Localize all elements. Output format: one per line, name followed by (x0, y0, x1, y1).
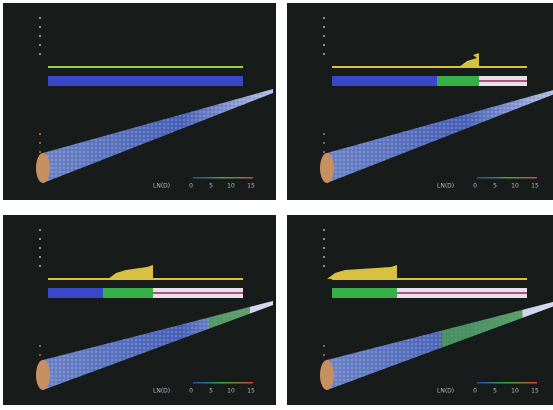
page: {"panels": [ {"legend": {"label": "LN(D)… (0, 0, 553, 410)
legend-tick: 15 (247, 388, 255, 395)
axis-tick (323, 247, 325, 249)
axis-tick (39, 354, 41, 356)
axis-tick (323, 345, 325, 347)
legend-tick: 0 (473, 388, 477, 395)
legend-tick: 5 (493, 183, 497, 190)
legend-tick: 15 (531, 388, 539, 395)
legend-tick: 5 (209, 183, 213, 190)
axis-tick (39, 238, 41, 240)
axis-tick (39, 256, 41, 258)
screenshot: LN(D) 0 5 10 15 LN(D) 0 5 10 15 LN(D) 0 5 10 15 LN(D) 0 5… (0, 0, 553, 410)
legend-tick: 0 (473, 183, 477, 190)
legend-tick: 10 (511, 388, 519, 395)
axis-tick (39, 265, 41, 267)
cone-base (36, 153, 50, 183)
cone-base (320, 360, 334, 390)
legend-label: LN(D) (153, 183, 170, 190)
axis-tick (323, 238, 325, 240)
axis-tick (323, 265, 325, 267)
axis-tick (323, 142, 325, 144)
axis-tick (39, 229, 41, 231)
axis-tick (39, 44, 41, 46)
legend-tick: 5 (493, 388, 497, 395)
axis-tick (39, 247, 41, 249)
colorbar-stripe (479, 80, 527, 82)
axis-tick (39, 345, 41, 347)
legend-tick: 15 (531, 183, 539, 190)
cone-base (320, 153, 334, 183)
axis-tick (323, 133, 325, 135)
axis-tick (39, 26, 41, 28)
axis-tick (323, 256, 325, 258)
legend-tick: 10 (511, 183, 519, 190)
legend-label: LN(D) (437, 388, 454, 395)
panel: LN(D) 0 5 10 15 (3, 3, 276, 200)
panel: LN(D) 0 5 10 15 (287, 3, 553, 200)
axis-tick (323, 35, 325, 37)
axis-tick (323, 44, 325, 46)
axis-tick (39, 133, 41, 135)
axis-tick (39, 53, 41, 55)
colorbar-green (437, 76, 479, 86)
axis-tick (323, 229, 325, 231)
legend-tick: 0 (189, 388, 193, 395)
axis-tick (323, 26, 325, 28)
axis-tick (323, 151, 325, 153)
axis-tick (39, 142, 41, 144)
colorbar-blue (48, 76, 243, 86)
panel: LN(D) 0 5 10 15 (287, 215, 553, 405)
legend-label: LN(D) (153, 388, 170, 395)
legend-tick: 10 (227, 183, 235, 190)
axis-tick (39, 151, 41, 153)
colorbar-green (103, 288, 153, 298)
legend-tick: 5 (209, 388, 213, 395)
panel: LN(D) 0 5 10 15 (3, 215, 276, 405)
colorbar-blue (48, 288, 103, 298)
legend-bar (193, 382, 253, 384)
axis-tick (39, 17, 41, 19)
colorbar-stripe (153, 292, 243, 294)
legend-tick: 15 (247, 183, 255, 190)
colorbar-green (332, 288, 397, 298)
legend-bar (477, 382, 537, 384)
cone-base (36, 360, 50, 390)
legend-bar (193, 177, 253, 179)
legend-tick: 10 (227, 388, 235, 395)
colorbar-stripe (397, 292, 527, 294)
axis-tick (323, 17, 325, 19)
axis-tick (323, 53, 325, 55)
colorbar-blue (332, 76, 437, 86)
legend-label: LN(D) (437, 183, 454, 190)
axis-tick (39, 35, 41, 37)
legend-bar (477, 177, 537, 179)
legend-tick: 0 (189, 183, 193, 190)
axis-tick (323, 354, 325, 356)
